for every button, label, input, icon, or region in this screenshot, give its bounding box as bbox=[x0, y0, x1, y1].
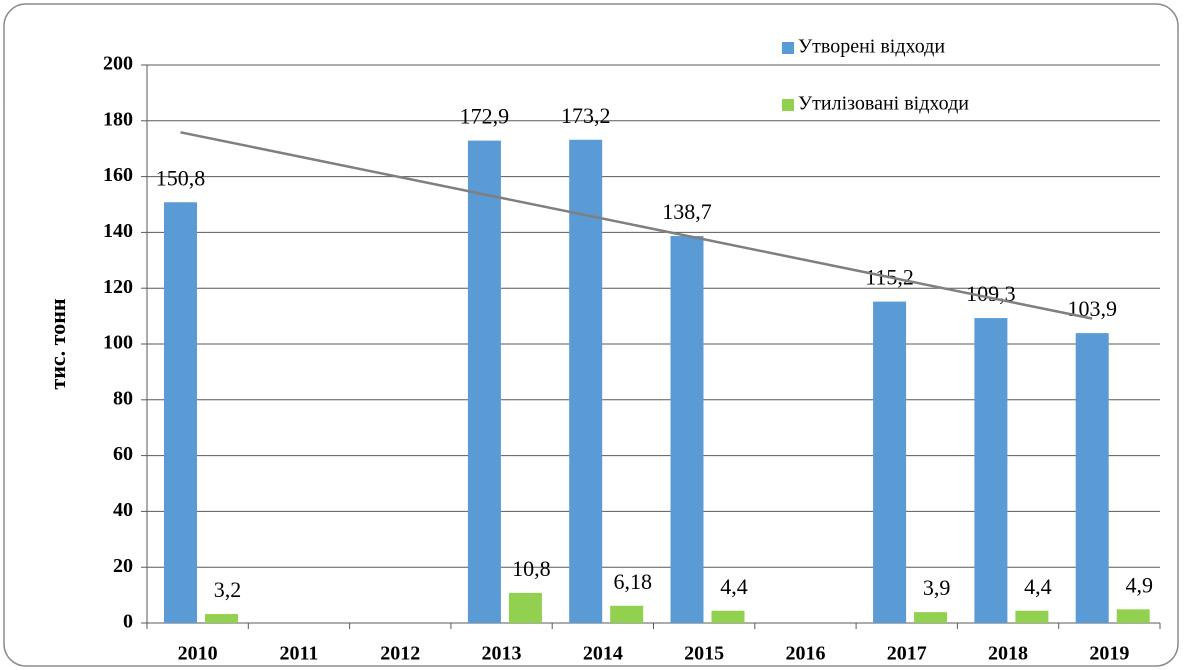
legend-swatch bbox=[782, 42, 794, 54]
data-label: 6,18 bbox=[613, 569, 652, 594]
data-label: 150,8 bbox=[156, 165, 206, 190]
bar bbox=[164, 202, 197, 623]
y-tick-label: 120 bbox=[103, 276, 133, 298]
data-label: 3,2 bbox=[214, 577, 242, 602]
bar bbox=[205, 614, 238, 623]
y-tick-label: 60 bbox=[113, 443, 133, 465]
x-tick-label: 2010 bbox=[178, 643, 218, 665]
data-label: 172,9 bbox=[460, 104, 510, 129]
x-tick-label: 2017 bbox=[887, 643, 927, 665]
trend-line bbox=[180, 131, 1093, 320]
data-label: 4,4 bbox=[1024, 574, 1052, 599]
y-tick-label: 80 bbox=[113, 387, 133, 409]
y-tick-label: 40 bbox=[113, 499, 133, 521]
legend-swatch bbox=[782, 99, 794, 111]
data-label: 103,9 bbox=[1067, 296, 1117, 321]
y-tick-label: 100 bbox=[103, 332, 133, 354]
x-tick-label: 2018 bbox=[988, 643, 1028, 665]
y-tick-label: 180 bbox=[103, 108, 133, 130]
y-axis-label: тис. тонн bbox=[45, 298, 70, 389]
y-tick-label: 0 bbox=[123, 611, 133, 633]
legend-label: Утворені відходи bbox=[798, 36, 945, 58]
data-label: 138,7 bbox=[662, 199, 712, 224]
x-tick-label: 2013 bbox=[482, 643, 522, 665]
bar bbox=[711, 610, 745, 623]
x-tick-label: 2012 bbox=[380, 643, 420, 665]
bar bbox=[670, 236, 704, 624]
y-tick-label: 140 bbox=[103, 220, 133, 242]
data-label: 4,9 bbox=[1125, 572, 1153, 597]
bar bbox=[873, 301, 907, 623]
bar bbox=[914, 612, 948, 623]
bar bbox=[569, 139, 603, 623]
bar bbox=[467, 140, 501, 623]
data-label: 173,2 bbox=[561, 103, 611, 128]
legend-label: Утилізовані відходи bbox=[798, 93, 969, 115]
data-label: 3,9 bbox=[923, 575, 951, 600]
bar bbox=[1075, 333, 1109, 623]
bar bbox=[508, 592, 542, 623]
y-tick-label: 160 bbox=[103, 164, 133, 186]
data-label: 10,8 bbox=[512, 556, 551, 581]
bar bbox=[610, 605, 644, 623]
x-tick-label: 2014 bbox=[583, 643, 623, 665]
bar bbox=[1015, 610, 1049, 623]
x-tick-label: 2011 bbox=[279, 643, 318, 665]
data-label: 4,4 bbox=[720, 574, 748, 599]
bar bbox=[974, 318, 1008, 623]
bar bbox=[1116, 609, 1150, 623]
x-tick-label: 2015 bbox=[684, 643, 724, 665]
y-tick-label: 200 bbox=[103, 53, 133, 75]
x-tick-label: 2019 bbox=[1089, 643, 1129, 665]
x-tick-label: 2016 bbox=[785, 643, 825, 665]
y-tick-label: 20 bbox=[113, 555, 133, 577]
